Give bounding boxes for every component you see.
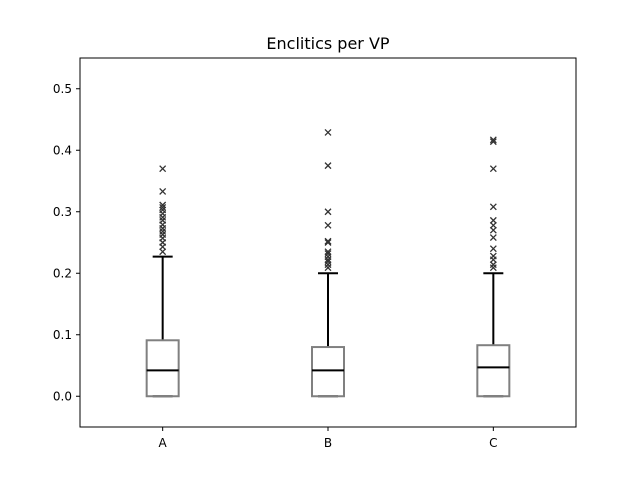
plot-area: 0.0 0.1 0.2 0.3 0.4 0.5 A B C	[53, 82, 511, 450]
outlier-point	[159, 231, 167, 238]
outlier-point	[324, 237, 332, 245]
outlier-point	[489, 136, 497, 144]
outlier-point	[324, 250, 332, 258]
box-iqr	[311, 346, 345, 398]
y-tick-label: 0.2	[53, 266, 72, 280]
chart-title: Enclitics per VP	[266, 34, 389, 53]
axes-frame	[79, 57, 577, 428]
outlier-point	[489, 252, 497, 260]
outlier-point	[489, 261, 497, 269]
y-tick-label: 0.4	[53, 143, 72, 157]
outlier-point	[489, 165, 497, 173]
outlier-point	[324, 253, 332, 261]
x-tick-label: A	[159, 436, 168, 450]
outlier-point	[324, 261, 332, 269]
outlier-point	[324, 256, 332, 264]
outlier-point	[159, 201, 167, 209]
outlier-point	[159, 165, 167, 173]
outlier-point	[324, 162, 332, 170]
outlier-point	[489, 264, 497, 272]
outlier-point	[159, 216, 167, 224]
outlier-point	[324, 264, 332, 272]
box-iqr	[476, 344, 511, 398]
y-tick-label: 0.1	[53, 328, 72, 342]
outlier-point	[159, 203, 167, 211]
outlier-point	[324, 128, 332, 136]
outlier-point	[159, 206, 167, 214]
outlier-point	[489, 226, 497, 234]
outlier-point	[324, 258, 332, 266]
outlier-point	[489, 234, 497, 242]
y-tick-label: 0.3	[53, 205, 72, 219]
y-tick-label: 0.0	[53, 389, 72, 403]
outlier-point	[489, 138, 497, 146]
outlier-point	[324, 248, 332, 256]
outlier-point	[489, 221, 497, 229]
outlier-point	[159, 248, 167, 256]
y-tick-label: 0.5	[53, 82, 72, 96]
outlier-point	[324, 208, 332, 216]
x-tick-label: B	[324, 436, 332, 450]
box-iqr	[145, 339, 180, 398]
outlier-point	[489, 203, 497, 211]
outlier-point	[324, 239, 332, 246]
x-tick-label: C	[489, 436, 497, 450]
outlier-point	[159, 187, 167, 195]
outlier-point	[489, 245, 497, 253]
outlier-point	[489, 216, 497, 224]
outlier-point	[324, 221, 332, 229]
outlier-point	[159, 227, 167, 235]
